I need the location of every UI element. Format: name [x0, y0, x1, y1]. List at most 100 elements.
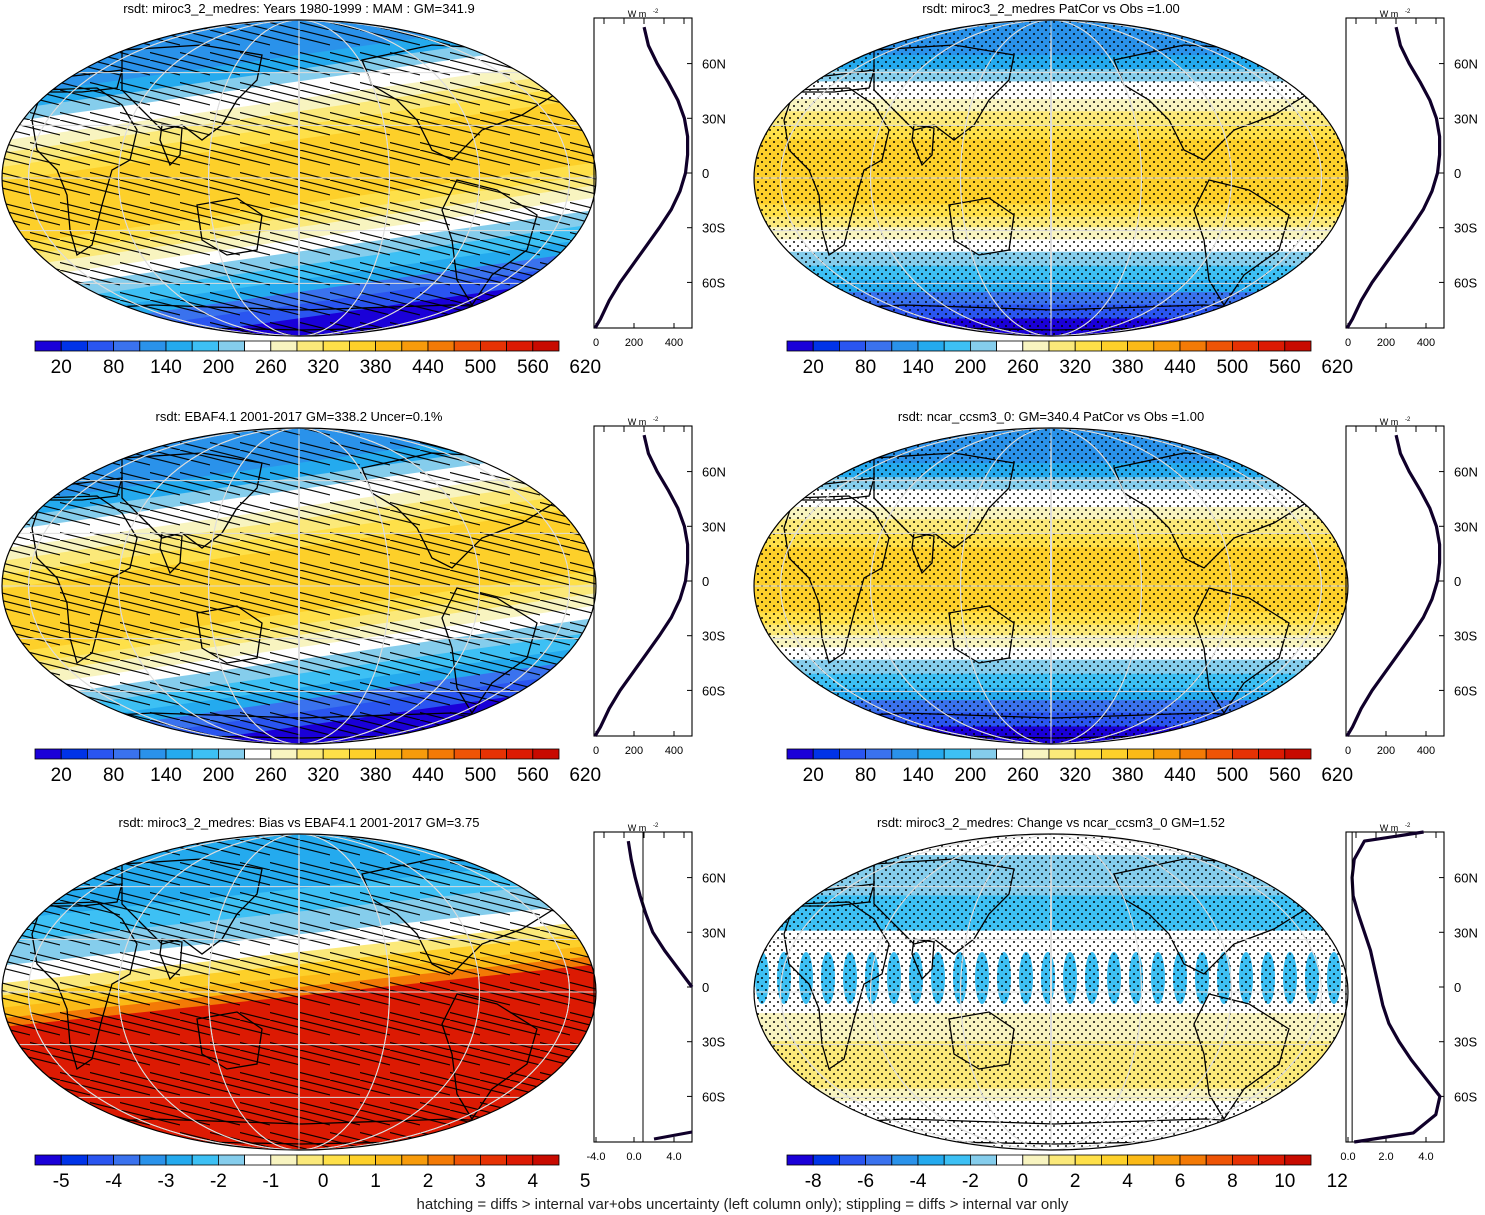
colorbar-swatch	[348, 1154, 376, 1166]
profile-y-label: 60N	[702, 871, 726, 886]
graticule-meridian	[118, 20, 480, 336]
colorbar-tick-label: 500	[465, 357, 497, 378]
profile-curve	[593, 434, 690, 737]
profile-x-label: -4.0	[587, 1151, 606, 1163]
panel-title: rsdt: ncar_ccsm3_0: GM=340.4 PatCor vs O…	[898, 409, 1204, 424]
colorbar-tick-label: 4	[528, 1171, 539, 1192]
profile-y-label: 60S	[1454, 683, 1477, 698]
colorbar-swatch	[1232, 1154, 1260, 1166]
colorbar-tick-label: 260	[255, 765, 287, 786]
panel-p3: rsdt: EBAF4.1 2001-2017 GM=338.2 Uncer=0…	[1, 409, 726, 786]
graticule-meridian	[208, 834, 390, 1150]
colorbar-tick-label: 500	[465, 765, 497, 786]
colorbar-swatch	[87, 1154, 115, 1166]
colorbar-swatch	[532, 340, 560, 352]
panel-title: rsdt: miroc3_2_medres PatCor vs Obs =1.0…	[922, 1, 1180, 16]
colorbar-tick-label: 140	[150, 765, 182, 786]
colorbar-swatch	[891, 1154, 919, 1166]
profile-y-label: 0	[702, 980, 709, 995]
colorbar-tick-label: 5	[580, 1171, 591, 1192]
colorbar-swatch	[401, 748, 429, 760]
colorbar-swatch	[891, 340, 919, 352]
colorbar-tick-label: 620	[569, 765, 601, 786]
colorbar-swatch	[1022, 340, 1050, 352]
colorbar-tick-label: 12	[1327, 1171, 1348, 1192]
colorbar-tick-label: 2	[423, 1171, 434, 1192]
profile-curve	[593, 26, 690, 329]
profile-y-label: 60N	[1454, 57, 1478, 72]
colorbar-swatch	[839, 340, 867, 352]
profile-y-label: 30S	[1454, 629, 1477, 644]
profile-unit-sup: -2	[653, 9, 659, 15]
colorbar-swatch	[34, 1154, 62, 1166]
profile-y-label: 60S	[702, 683, 725, 698]
colorbar-swatch	[943, 340, 971, 352]
colorbar-swatch	[270, 340, 298, 352]
colorbar-swatch	[453, 340, 481, 352]
footnote: hatching = diffs > internal var+obs unce…	[416, 1196, 1069, 1213]
profile-x-label: 0.0	[626, 1151, 641, 1163]
colorbar-swatch	[479, 1154, 507, 1166]
colorbar-swatch	[996, 1154, 1024, 1166]
colorbar-tick-label: 20	[51, 765, 72, 786]
map-field	[2, 834, 596, 1150]
colorbar-swatch	[87, 340, 115, 352]
colorbar-tick-label: 1	[370, 1171, 381, 1192]
colorbar-swatch	[60, 748, 88, 760]
profile-curve-south	[653, 1130, 693, 1141]
profile-unit: W m	[628, 823, 647, 833]
profile-x-label: 0	[1345, 337, 1351, 349]
graticule-meridian	[118, 428, 480, 744]
colorbar-swatch	[1153, 748, 1181, 760]
profile-x-label: 0	[1345, 745, 1351, 757]
colorbar-swatch	[839, 1154, 867, 1166]
profile-unit: W m	[1380, 823, 1399, 833]
colorbar-swatch	[165, 748, 193, 760]
profile-unit: W m	[628, 9, 647, 19]
colorbar-tick-label: 320	[307, 765, 339, 786]
colorbar-swatch	[917, 748, 945, 760]
colorbar-swatch	[191, 748, 219, 760]
graticule-meridian	[28, 834, 570, 1150]
colorbar-tick-label: 140	[150, 357, 182, 378]
graticule-meridian	[298, 20, 300, 336]
colorbar-swatch	[1258, 1154, 1286, 1166]
colorbar-swatch	[1284, 340, 1312, 352]
colorbar-tick-label: 10	[1274, 1171, 1295, 1192]
colorbar-tick-label: 620	[569, 357, 601, 378]
colorbar-swatch	[139, 340, 167, 352]
colorbar-tick-label: 320	[1059, 357, 1091, 378]
map-border	[1, 833, 597, 1151]
panel-p1: rsdt: miroc3_2_medres: Years 1980-1999 :…	[1, 1, 726, 378]
colorbar-swatch	[217, 748, 245, 760]
profile-y-label: 60S	[1454, 1089, 1477, 1104]
graticule-meridian	[208, 428, 390, 744]
colorbar-swatch	[917, 340, 945, 352]
profile-y-label: 0	[702, 166, 709, 181]
graticule-meridian	[960, 834, 1142, 1150]
profile-unit: W m	[1380, 9, 1399, 19]
colorbar-tick-label: 380	[360, 765, 392, 786]
panel-p2: rsdt: miroc3_2_medres PatCor vs Obs =1.0…	[753, 1, 1478, 378]
profile-x-label: 2.0	[1378, 1151, 1393, 1163]
colorbar-tick-label: 200	[203, 357, 235, 378]
profile-y-label: 60S	[702, 1089, 725, 1104]
panel-p6: rsdt: miroc3_2_medres: Change vs ncar_cc…	[753, 815, 1478, 1192]
graticule-meridian	[960, 20, 1142, 336]
colorbar-tick-label: 620	[1321, 357, 1353, 378]
colorbar-tick-label: 0	[318, 1171, 329, 1192]
colorbar-swatch	[479, 340, 507, 352]
colorbar-tick-label: 80	[855, 357, 876, 378]
colorbar-swatch	[943, 1154, 971, 1166]
panel-title: rsdt: EBAF4.1 2001-2017 GM=338.2 Uncer=0…	[156, 409, 443, 424]
graticule-meridian	[960, 428, 1142, 744]
colorbar-swatch	[244, 340, 272, 352]
colorbar-swatch	[1232, 340, 1260, 352]
profile-x-label: 0.0	[1340, 1151, 1355, 1163]
map-field	[2, 428, 596, 744]
profile-x-label: 200	[625, 337, 643, 349]
graticule-meridian	[28, 428, 570, 744]
colorbar-tick-label: 4	[1122, 1171, 1133, 1192]
profile-y-label: 30N	[702, 111, 726, 126]
